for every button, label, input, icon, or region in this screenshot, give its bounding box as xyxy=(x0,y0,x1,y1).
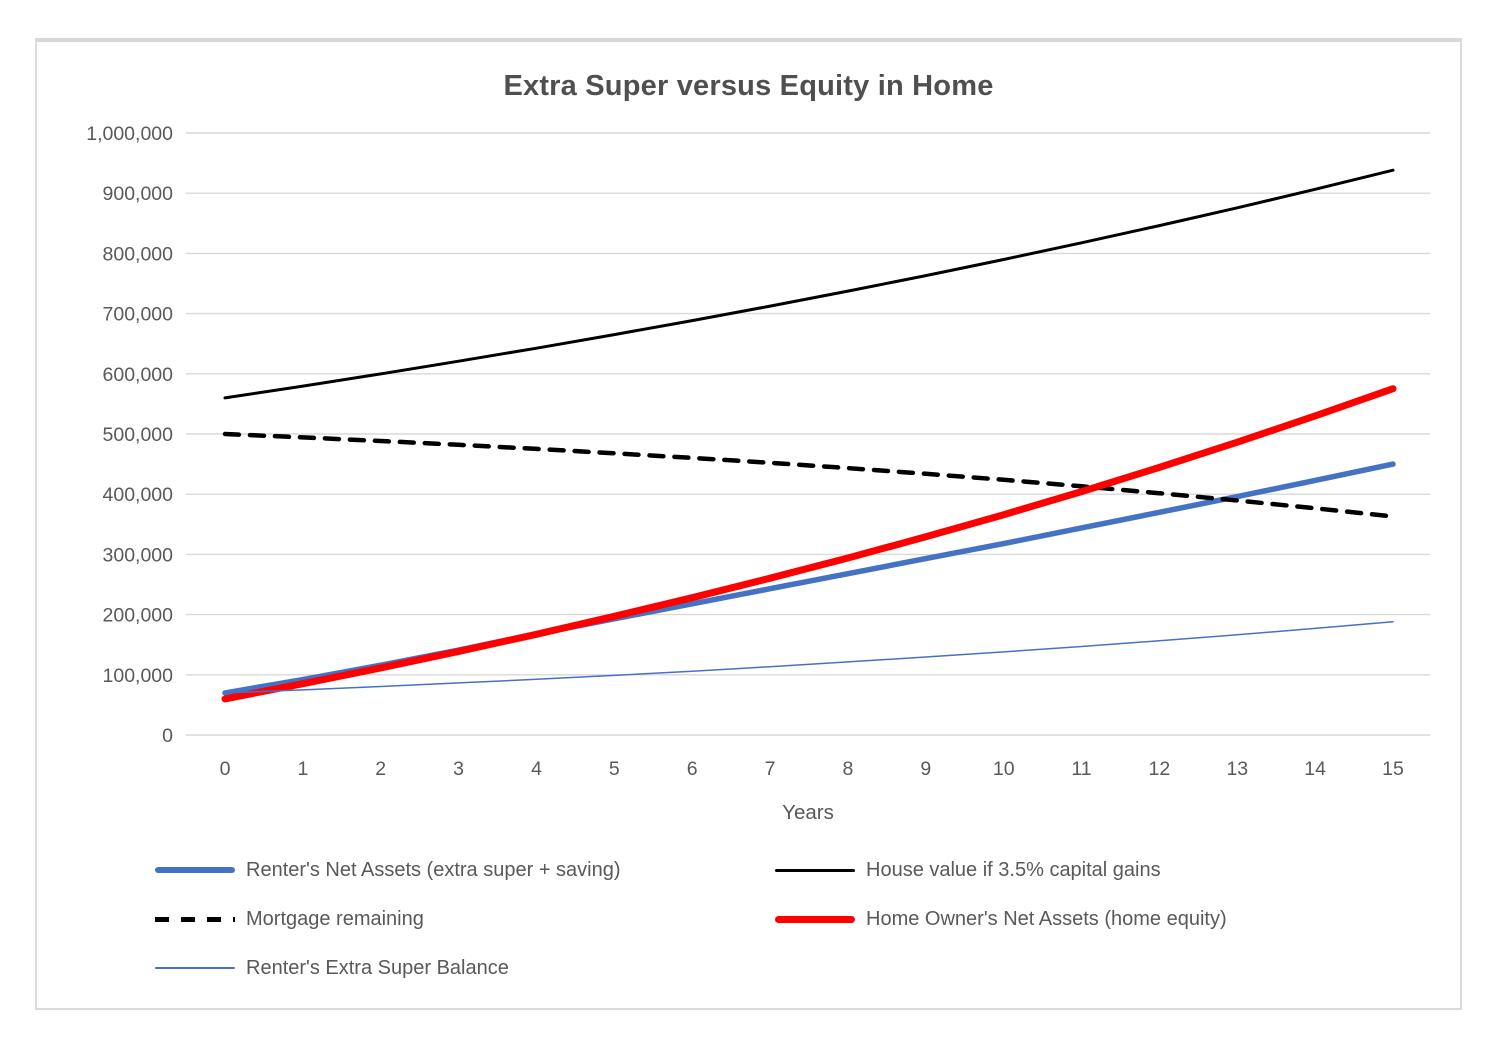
x-axis-title: Years xyxy=(782,801,834,824)
legend-swatch-renters-extra-super-balance xyxy=(155,967,235,969)
y-tick-label: 800,000 xyxy=(103,243,174,265)
chart-title: Extra Super versus Equity in Home xyxy=(503,70,994,102)
y-tick-label: 100,000 xyxy=(103,665,174,687)
y-tick-label: 600,000 xyxy=(103,364,174,386)
x-tick-label: 9 xyxy=(920,758,931,780)
y-tick-label: 1,000,000 xyxy=(86,123,173,145)
gridlines xyxy=(186,132,1430,736)
series-lines xyxy=(221,168,1397,703)
x-tick-label: 7 xyxy=(765,758,776,780)
y-tick-label: 300,000 xyxy=(103,544,174,566)
series-line-renters-net-assets xyxy=(222,461,1396,696)
series-line-renters-extra-super-balance xyxy=(224,621,1394,694)
chart-plot: 0 100,000 200,000 300,000 400,000 500,000 600,… xyxy=(86,123,1430,780)
x-tick-label: 1 xyxy=(297,758,308,780)
series-line-house-value xyxy=(223,168,1395,400)
legend: Renter's Net Assets (extra super + savin… xyxy=(155,858,1227,980)
legend-swatch-renters-net-assets xyxy=(155,867,235,873)
legend-label-home-owners-net-assets: Home Owner's Net Assets (home equity) xyxy=(866,907,1227,930)
x-tick-label: 2 xyxy=(375,758,386,780)
series-line-mortgage-remaining xyxy=(222,431,1396,519)
legend-item-renters-net-assets: Renter's Net Assets (extra super + savin… xyxy=(155,858,775,882)
y-tick-label: 400,000 xyxy=(103,484,174,506)
legend-swatch-home-owners-net-assets xyxy=(775,915,855,923)
legend-item-mortgage-remaining: Mortgage remaining xyxy=(155,907,775,931)
legend-item-renters-extra-super-balance: Renter's Extra Super Balance xyxy=(155,956,775,980)
x-tick-label: 3 xyxy=(453,758,464,780)
x-tick-label: 5 xyxy=(609,758,620,780)
legend-label-house-value: House value if 3.5% capital gains xyxy=(866,858,1161,881)
y-tick-label: 500,000 xyxy=(103,424,174,446)
x-tick-label: 4 xyxy=(531,758,542,780)
legend-label-mortgage-remaining: Mortgage remaining xyxy=(246,907,424,930)
y-axis-ticks: 0 100,000 200,000 300,000 400,000 500,000 600,… xyxy=(86,123,173,747)
chart-card: Extra Super versus Equity in Home 0 100,0… xyxy=(35,38,1462,1010)
y-tick-label: 900,000 xyxy=(103,183,174,205)
x-tick-label: 11 xyxy=(1071,758,1091,780)
legend-label-renters-extra-super-balance: Renter's Extra Super Balance xyxy=(246,956,509,979)
x-tick-label: 6 xyxy=(687,758,698,780)
legend-label-renters-net-assets: Renter's Net Assets (extra super + savin… xyxy=(246,858,621,881)
x-tick-label: 12 xyxy=(1149,758,1171,780)
x-tick-label: 15 xyxy=(1382,758,1404,780)
x-tick-label: 14 xyxy=(1304,758,1326,780)
y-tick-label: 200,000 xyxy=(103,605,174,627)
x-tick-label: 10 xyxy=(993,758,1015,780)
legend-swatch-house-value xyxy=(775,868,855,872)
x-tick-label: 8 xyxy=(842,758,853,780)
legend-swatch-mortgage-remaining xyxy=(155,916,235,922)
x-axis-ticks: 0 1 2 3 4 5 6 7 8 9 10 11 12 13 14 15 xyxy=(220,758,1404,780)
y-tick-label: 700,000 xyxy=(103,304,174,326)
series-line-home-owners-net-assets xyxy=(221,385,1397,703)
x-tick-label: 0 xyxy=(220,758,231,780)
y-tick-label: 0 xyxy=(162,725,173,747)
legend-item-home-owners-net-assets: Home Owner's Net Assets (home equity) xyxy=(775,907,1227,931)
legend-item-house-value: House value if 3.5% capital gains xyxy=(775,858,1227,882)
x-tick-label: 13 xyxy=(1226,758,1248,780)
